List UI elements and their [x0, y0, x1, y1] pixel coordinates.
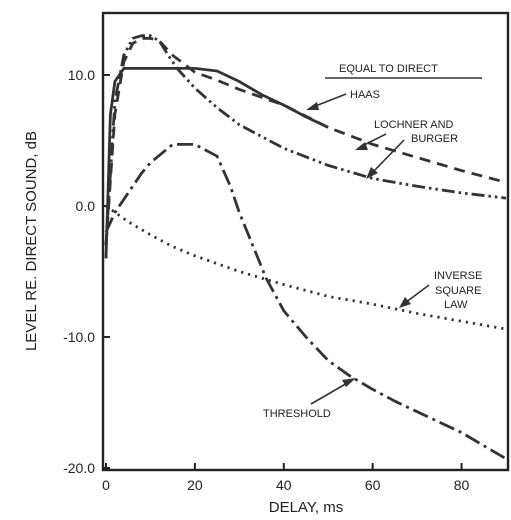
- y-tick-label: -10.0: [63, 329, 95, 345]
- inverse-label-line1: INVERSE: [434, 270, 482, 282]
- y-tick-label: -20.0: [63, 460, 95, 476]
- axis-tick-labels: 0 20 40 60 80 -20.0 -10.0 0.0 10.0: [63, 67, 469, 493]
- inverse-label-line3: LAW: [444, 299, 468, 311]
- x-axis-title: DELAY, ms: [269, 499, 343, 516]
- plot-frame: [101, 11, 510, 472]
- series-line-inverse-square-law: [105, 204, 507, 331]
- series-line-lochner-and-burger: [104, 36, 507, 246]
- threshold-arrow-head: [342, 378, 356, 387]
- x-tick-label: 40: [276, 477, 292, 493]
- lochner-arrow-1-head: [355, 142, 368, 150]
- haas-label: HAAS: [350, 89, 380, 101]
- axis-ticks: [103, 73, 463, 470]
- annotations: EQUAL TO DIRECT HAAS LOCHNER AND BURGER …: [263, 63, 482, 420]
- x-tick-label: 0: [102, 477, 110, 493]
- equal-to-direct-label: EQUAL TO DIRECT: [339, 63, 438, 75]
- y-tick-label: 10.0: [68, 67, 95, 83]
- threshold-arrow-line: [310, 381, 350, 405]
- series-line-haas: [104, 67, 329, 259]
- series-layer: [104, 34, 507, 461]
- threshold-label: THRESHOLD: [263, 408, 331, 420]
- lochner-label-line2: BURGER: [411, 133, 458, 145]
- inverse-arrow-line: [404, 284, 430, 304]
- inverse-arrow-head: [399, 297, 411, 308]
- y-axis-title: LEVEL RE. DIRECT SOUND, dB: [23, 131, 40, 351]
- haas-arrow-line: [312, 93, 347, 108]
- haas-arrow-head: [306, 102, 319, 110]
- x-tick-label: 80: [454, 477, 470, 493]
- lochner-arrow-2-line: [371, 139, 405, 174]
- series-line-threshold: [104, 143, 507, 461]
- x-tick-label: 20: [187, 477, 203, 493]
- lochner-arrow-1-line: [361, 133, 387, 147]
- lochner-arrow-2-head: [366, 167, 378, 179]
- y-tick-label: 0.0: [76, 198, 96, 214]
- lochner-label-line1: LOCHNER AND: [374, 119, 454, 131]
- inverse-label-line2: SQUARE: [435, 285, 481, 297]
- x-tick-label: 60: [365, 477, 381, 493]
